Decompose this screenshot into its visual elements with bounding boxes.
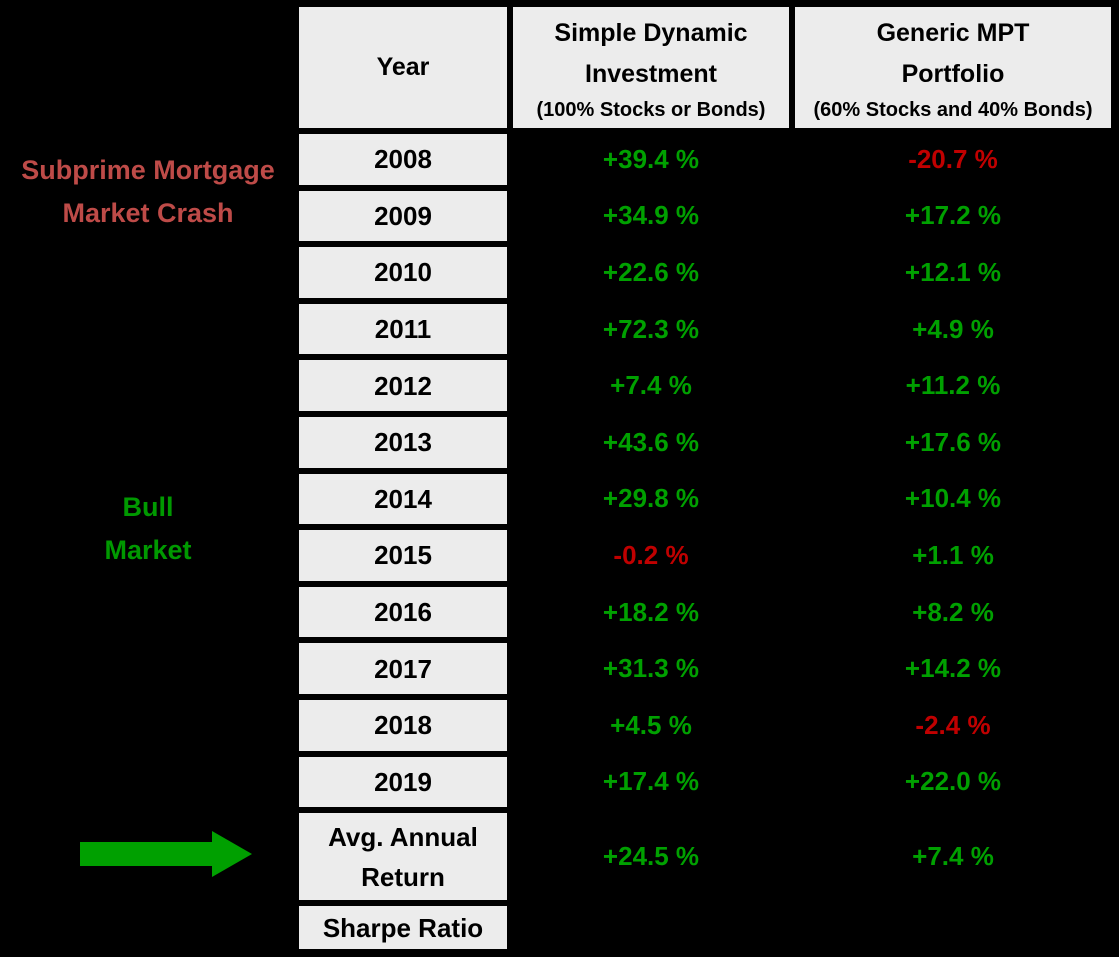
column-header-simple-title: Simple Dynamic Investment bbox=[554, 19, 748, 88]
row-label: Sharpe Ratio bbox=[296, 903, 510, 953]
generic-mpt-value: +12.1 % bbox=[904, 256, 1002, 287]
row-label: 2012 bbox=[296, 357, 510, 414]
bull-market-annotation: Bull Market bbox=[18, 486, 278, 572]
generic-mpt-value: +7.4 % bbox=[912, 841, 994, 872]
row-label: 2008 bbox=[296, 131, 510, 188]
crash-annotation: Subprime Mortgage Market Crash bbox=[18, 149, 278, 235]
generic-mpt-value: +1.1 % bbox=[912, 539, 994, 570]
row-label: 2019 bbox=[296, 753, 510, 811]
simple-dynamic-value: +72.3 % bbox=[602, 313, 700, 344]
column-header-mpt-subtitle: (60% Stocks and 40% Bonds) bbox=[813, 99, 1093, 121]
row-label: 2018 bbox=[296, 696, 510, 754]
simple-dynamic-value: +24.5 % bbox=[602, 841, 700, 872]
simple-dynamic-value: -0.2 % bbox=[613, 539, 689, 570]
simple-dynamic-value: +7.4 % bbox=[610, 370, 692, 401]
row-label: 2017 bbox=[296, 640, 510, 697]
column-header-year-label: Year bbox=[376, 53, 430, 81]
generic-mpt-value: +8.2 % bbox=[912, 596, 994, 627]
row-label: 2011 bbox=[296, 300, 510, 358]
row-label: 2013 bbox=[296, 413, 510, 471]
generic-mpt-value: +14.2 % bbox=[904, 653, 1002, 684]
crash-annotation-line2: Market Crash bbox=[62, 198, 234, 228]
generic-mpt-value: +4.9 % bbox=[912, 313, 994, 344]
generic-mpt-value: -2.4 % bbox=[915, 709, 991, 740]
generic-mpt-value: +22.0 % bbox=[904, 766, 1002, 797]
generic-mpt-value: +17.2 % bbox=[904, 200, 1002, 231]
simple-dynamic-value: +31.3 % bbox=[602, 653, 700, 684]
row-label: 2016 bbox=[296, 583, 510, 641]
returns-table: Year Simple Dynamic Investment (100% Sto… bbox=[296, 4, 1114, 953]
simple-dynamic-value: +39.4 % bbox=[602, 143, 700, 174]
column-header-mpt-title: Generic MPT Portfolio bbox=[876, 19, 1030, 88]
simple-dynamic-value: +29.8 % bbox=[602, 483, 700, 514]
simple-dynamic-value: +43.6 % bbox=[602, 426, 700, 457]
generic-mpt-value: +11.2 % bbox=[905, 370, 1001, 401]
green-arrow-shaft bbox=[80, 842, 212, 866]
simple-dynamic-value: +34.9 % bbox=[602, 200, 700, 231]
green-arrow-head bbox=[212, 831, 252, 877]
simple-dynamic-value: +22.6 % bbox=[602, 256, 700, 287]
column-header-generic-mpt: Generic MPT Portfolio (60% Stocks and 40… bbox=[792, 4, 1114, 131]
crash-annotation-line1: Subprime Mortgage bbox=[21, 155, 275, 185]
generic-mpt-value: +10.4 % bbox=[904, 483, 1002, 514]
row-label: 2014 bbox=[296, 470, 510, 528]
row-label: 2010 bbox=[296, 244, 510, 301]
green-arrow-icon bbox=[80, 831, 252, 877]
simple-dynamic-value: +18.2 % bbox=[602, 596, 700, 627]
generic-mpt-value bbox=[792, 903, 1114, 952]
simple-dynamic-value bbox=[510, 903, 792, 952]
row-label: 2009 bbox=[296, 187, 510, 245]
column-header-simple-subtitle: (100% Stocks or Bonds) bbox=[536, 99, 766, 121]
simple-dynamic-value: +17.4 % bbox=[602, 766, 700, 797]
column-header-year: Year bbox=[296, 4, 510, 131]
bull-annotation-line1: Bull bbox=[122, 492, 174, 522]
generic-mpt-value: +17.6 % bbox=[904, 426, 1002, 457]
generic-mpt-value: -20.7 % bbox=[908, 143, 998, 174]
column-header-simple-dynamic: Simple Dynamic Investment (100% Stocks o… bbox=[510, 4, 792, 131]
bull-annotation-line2: Market bbox=[104, 535, 192, 565]
simple-dynamic-value: +4.5 % bbox=[610, 709, 692, 740]
row-label: Avg. Annual Return bbox=[296, 810, 510, 904]
row-label: 2015 bbox=[296, 527, 510, 584]
